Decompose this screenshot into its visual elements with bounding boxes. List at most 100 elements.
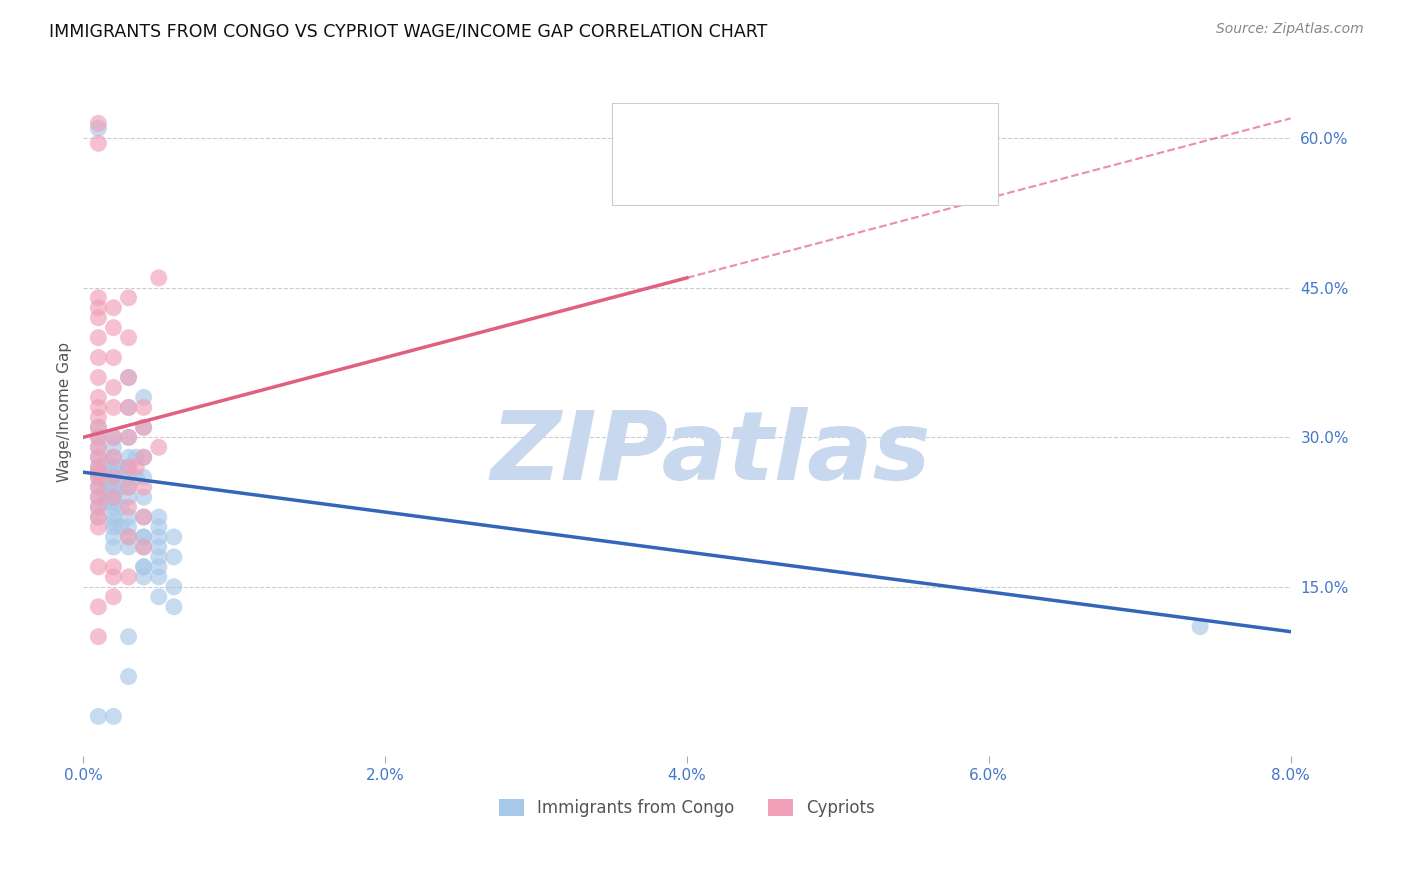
Point — [110, 480, 132, 494]
Point — [87, 490, 110, 504]
Point — [87, 709, 110, 723]
Point — [132, 401, 155, 415]
Point — [117, 430, 139, 444]
Text: 78: 78 — [853, 125, 875, 143]
Point — [110, 460, 132, 475]
Point — [103, 351, 125, 365]
Point — [148, 520, 170, 534]
Point — [148, 270, 170, 285]
Point — [87, 460, 110, 475]
Point — [103, 470, 125, 484]
Point — [132, 540, 155, 554]
Point — [132, 560, 155, 574]
Point — [103, 485, 125, 500]
Point — [103, 500, 125, 514]
Point — [94, 495, 117, 509]
Point — [87, 470, 110, 484]
Point — [125, 470, 148, 484]
Point — [163, 580, 186, 594]
Point — [117, 480, 139, 494]
Point — [103, 510, 125, 524]
Point — [132, 570, 155, 584]
Point — [87, 331, 110, 345]
Point — [117, 669, 139, 683]
Point — [87, 460, 110, 475]
Point — [103, 470, 125, 484]
Point — [87, 560, 110, 574]
Point — [117, 530, 139, 544]
Text: ZIPatlas: ZIPatlas — [491, 407, 931, 500]
Point — [117, 500, 139, 514]
Point — [103, 530, 125, 544]
Point — [117, 450, 139, 465]
Point — [87, 470, 110, 484]
Point — [117, 490, 139, 504]
Point — [94, 485, 117, 500]
Point — [87, 480, 110, 494]
Point — [125, 450, 148, 465]
Point — [132, 530, 155, 544]
Point — [148, 570, 170, 584]
Point — [117, 510, 139, 524]
Point — [103, 480, 125, 494]
Point — [132, 540, 155, 554]
Point — [87, 116, 110, 130]
Point — [125, 460, 148, 475]
Point — [103, 560, 125, 574]
Point — [148, 510, 170, 524]
Point — [87, 430, 110, 444]
Point — [103, 515, 125, 529]
Text: 0.259: 0.259 — [727, 161, 779, 178]
Point — [103, 570, 125, 584]
Legend: Immigrants from Congo, Cypriots: Immigrants from Congo, Cypriots — [492, 792, 882, 823]
Text: R =: R = — [682, 161, 718, 178]
Point — [94, 475, 117, 490]
Point — [87, 510, 110, 524]
Point — [132, 450, 155, 465]
Point — [87, 510, 110, 524]
Point — [87, 291, 110, 305]
Point — [117, 370, 139, 384]
Point — [132, 490, 155, 504]
Point — [87, 480, 110, 494]
Text: Source: ZipAtlas.com: Source: ZipAtlas.com — [1216, 22, 1364, 37]
Point — [87, 490, 110, 504]
Point — [117, 460, 139, 475]
Point — [94, 455, 117, 469]
Point — [87, 420, 110, 434]
Point — [103, 490, 125, 504]
Point — [87, 440, 110, 454]
Point — [117, 520, 139, 534]
Point — [87, 121, 110, 136]
Point — [132, 480, 155, 494]
Point — [87, 450, 110, 465]
Point — [103, 495, 125, 509]
Point — [103, 380, 125, 394]
Point — [117, 370, 139, 384]
Point — [103, 590, 125, 604]
Point — [132, 560, 155, 574]
Point — [117, 630, 139, 644]
Point — [87, 465, 110, 479]
Point — [132, 510, 155, 524]
Point — [87, 301, 110, 315]
Text: R =: R = — [682, 125, 718, 143]
Point — [110, 500, 132, 514]
Text: -0.204: -0.204 — [727, 125, 780, 143]
Text: N =: N = — [797, 161, 845, 178]
Point — [117, 401, 139, 415]
Point — [117, 401, 139, 415]
Point — [87, 351, 110, 365]
Point — [132, 420, 155, 434]
Point — [163, 530, 186, 544]
Point — [103, 460, 125, 475]
Point — [117, 480, 139, 494]
Point — [87, 410, 110, 425]
Point — [103, 430, 125, 444]
Point — [87, 450, 110, 465]
Point — [87, 520, 110, 534]
Point — [117, 570, 139, 584]
Point — [87, 630, 110, 644]
Point — [117, 470, 139, 484]
Point — [110, 520, 132, 534]
